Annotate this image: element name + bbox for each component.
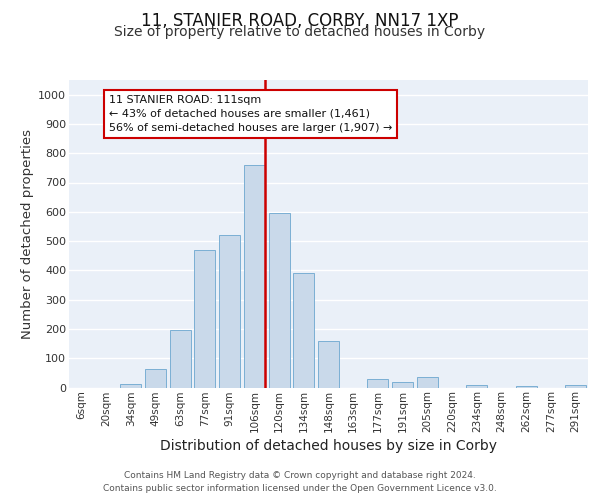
Bar [516, 386, 537, 388]
Text: Size of property relative to detached houses in Corby: Size of property relative to detached ho… [115, 25, 485, 39]
Bar [565, 385, 586, 388]
Bar [244, 165, 265, 388]
Bar [367, 378, 388, 388]
Text: 11, STANIER ROAD, CORBY, NN17 1XP: 11, STANIER ROAD, CORBY, NN17 1XP [141, 12, 459, 30]
Bar [318, 340, 339, 388]
Bar [219, 235, 240, 388]
Text: Contains HM Land Registry data © Crown copyright and database right 2024.: Contains HM Land Registry data © Crown c… [124, 471, 476, 480]
Bar [120, 384, 141, 388]
Bar [170, 330, 191, 388]
Text: Contains public sector information licensed under the Open Government Licence v3: Contains public sector information licen… [103, 484, 497, 493]
Text: 11 STANIER ROAD: 111sqm
← 43% of detached houses are smaller (1,461)
56% of semi: 11 STANIER ROAD: 111sqm ← 43% of detache… [109, 94, 392, 132]
Bar [417, 377, 438, 388]
Y-axis label: Number of detached properties: Number of detached properties [21, 128, 34, 339]
X-axis label: Distribution of detached houses by size in Corby: Distribution of detached houses by size … [160, 440, 497, 454]
Bar [466, 385, 487, 388]
Bar [269, 213, 290, 388]
Bar [392, 382, 413, 388]
Bar [293, 274, 314, 388]
Bar [194, 250, 215, 388]
Bar [145, 370, 166, 388]
